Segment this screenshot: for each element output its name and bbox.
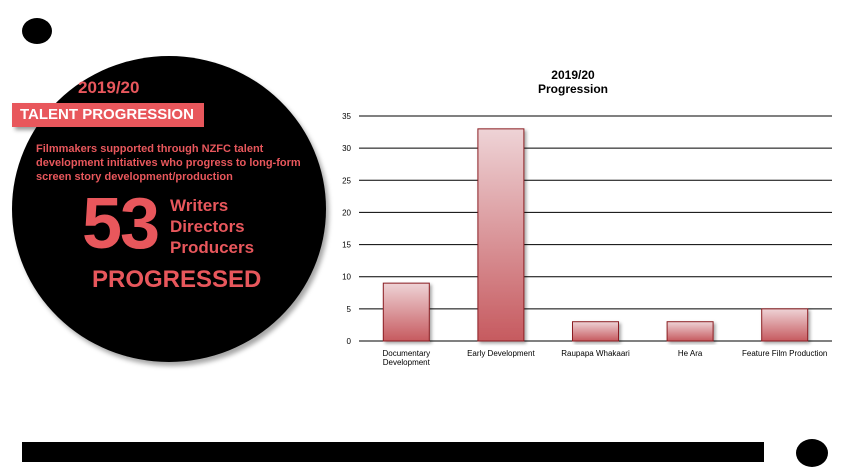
bar: [572, 321, 619, 342]
chart-title: 2019/20: [551, 68, 595, 82]
category-label: Early Development: [467, 349, 535, 358]
progressed-label: PROGRESSED: [92, 266, 262, 293]
decorative-dot-bottom-right: [796, 439, 828, 467]
chart-title-block: 2019/20 Progression: [473, 68, 673, 96]
progressed-count: 53: [82, 184, 160, 264]
panel-year: 2019/20: [78, 78, 140, 97]
bar: [761, 308, 809, 342]
y-tick-label: 35: [342, 112, 351, 121]
chart-subtitle: Progression: [537, 82, 609, 96]
bar: [666, 321, 714, 342]
y-tick-label: 10: [342, 273, 351, 282]
category-label: Raupapa Whakaari: [561, 349, 630, 358]
bar: [382, 282, 430, 342]
y-tick-label: 30: [342, 144, 351, 153]
talent-progression-label: TALENT PROGRESSION: [12, 103, 204, 127]
category-label: Documentary Development: [383, 349, 431, 367]
category-label: Feature Film Production: [742, 349, 827, 358]
y-tick-label: 25: [342, 176, 351, 185]
y-tick-label: 20: [342, 208, 351, 217]
bar: [477, 128, 525, 342]
y-tick-label: 15: [342, 241, 351, 250]
role-producers: Producers: [170, 238, 255, 257]
bottom-bar: [22, 442, 764, 462]
decorative-dot-top-left: [22, 18, 52, 44]
y-tick-label: 5: [347, 305, 352, 314]
role-directors: Directors: [170, 217, 245, 236]
panel-description: Filmmakers supported through NZFC talent…: [36, 143, 301, 183]
category-label: He Ara: [678, 349, 703, 358]
role-writers: Writers: [170, 196, 229, 215]
y-tick-label: 0: [347, 337, 352, 346]
